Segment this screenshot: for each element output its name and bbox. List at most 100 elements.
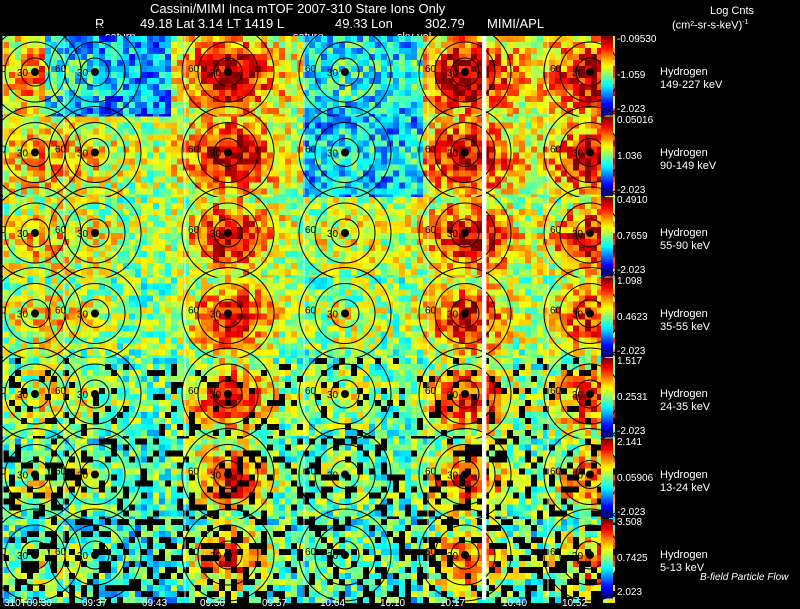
pixel-cell (309, 90, 315, 96)
pixel-cell (357, 96, 363, 102)
pixel-cell (471, 128, 477, 135)
pixel-cell (75, 325, 81, 332)
pixel-cell (345, 108, 351, 114)
pixel-cell (279, 146, 285, 153)
pixel-cell (147, 343, 153, 350)
pixel-cell (411, 215, 417, 221)
pixel-cell (453, 116, 459, 123)
pixel-cell (135, 257, 141, 263)
pixel-cell (9, 239, 15, 245)
pixel-cell (363, 215, 369, 221)
pixel-cell (285, 182, 291, 189)
pixel-cell (537, 140, 543, 147)
pixel-cell (285, 116, 291, 123)
pixel-cell (123, 152, 129, 159)
pixel-cell (291, 221, 297, 227)
pixel-cell (141, 257, 147, 263)
pixel-cell (291, 108, 297, 114)
pixel-cell (279, 134, 285, 141)
colorbar-segment (601, 87, 613, 90)
pixel-cell (465, 176, 471, 183)
pixel-cell (411, 146, 417, 153)
pixel-cell (561, 176, 567, 183)
pixel-cell (477, 108, 483, 114)
pixel-cell (597, 42, 603, 48)
pixel-cell (525, 122, 531, 129)
pixel-cell (447, 245, 453, 251)
pixel-cell (189, 66, 195, 72)
pixel-cell (489, 170, 495, 177)
pixel-cell (321, 122, 327, 129)
pixel-cell (183, 245, 189, 251)
pixel-cell (579, 263, 585, 269)
pixel-cell (27, 36, 33, 42)
pixel-cell (141, 197, 147, 203)
pixel-cell (369, 140, 375, 147)
pixel-cell (315, 221, 321, 227)
pixel-cell (327, 78, 333, 84)
pixel-cell (477, 239, 483, 245)
pixel-cell (267, 84, 273, 90)
pixel-cell (531, 116, 537, 123)
pixel-cell (165, 331, 171, 338)
pixel-cell (183, 84, 189, 90)
pixel-cell (51, 140, 57, 147)
pixel-cell (45, 134, 51, 141)
pixel-cell (57, 90, 63, 96)
pixel-cell (303, 239, 309, 245)
pixel-cell (399, 245, 405, 251)
pixel-cell (363, 54, 369, 60)
pixel-cell (399, 227, 405, 233)
pixel-cell (357, 60, 363, 66)
pixel-cell (255, 96, 261, 102)
pixel-cell (231, 146, 237, 153)
pixel-cell (357, 66, 363, 72)
pixel-cell (21, 307, 27, 314)
pixel-cell (27, 307, 33, 314)
pixel-cell (51, 42, 57, 48)
pixel-cell (297, 245, 303, 251)
pixel-cell (567, 90, 573, 96)
pixel-cell (531, 128, 537, 135)
colorbar-segment (601, 85, 613, 88)
pixel-cell (519, 239, 525, 245)
pixel-cell (357, 84, 363, 90)
pixel-cell (429, 227, 435, 233)
pixel-cell (459, 72, 465, 78)
pixel-cell (69, 331, 75, 338)
pixel-cell (327, 263, 333, 269)
pixel-cell (159, 128, 165, 135)
pixel-cell (567, 116, 573, 123)
pixel-cell (279, 102, 285, 108)
pixel-cell (75, 78, 81, 84)
pixel-cell (381, 176, 387, 183)
pixel-cell (495, 78, 501, 84)
pixel-cell (531, 134, 537, 141)
pixel-cell (99, 90, 105, 96)
pixel-cell (315, 176, 321, 183)
pixel-cell (147, 116, 153, 123)
pixel-cell (237, 134, 243, 141)
pixel-cell (465, 60, 471, 66)
pixel-cell (189, 283, 195, 290)
pixel-cell (297, 54, 303, 60)
pixel-cell (573, 78, 579, 84)
pixel-cell (429, 269, 435, 275)
pixel-cell (39, 277, 45, 284)
pixel-cell (537, 66, 543, 72)
pixel-cell (171, 188, 177, 195)
pixel-cell (495, 203, 501, 209)
pixel-cell (399, 90, 405, 96)
pixel-cell (429, 96, 435, 102)
pixel-cell (489, 78, 495, 84)
pixel-cell (303, 78, 309, 84)
pixel-cell (465, 215, 471, 221)
colorbar-segment (601, 47, 613, 51)
pixel-cell (537, 203, 543, 209)
pixel-cell (267, 128, 273, 135)
pixel-cell (471, 182, 477, 189)
pixel-cell (549, 42, 555, 48)
pixel-cell (69, 128, 75, 135)
pixel-cell (297, 146, 303, 153)
pixel-cell (549, 209, 555, 215)
